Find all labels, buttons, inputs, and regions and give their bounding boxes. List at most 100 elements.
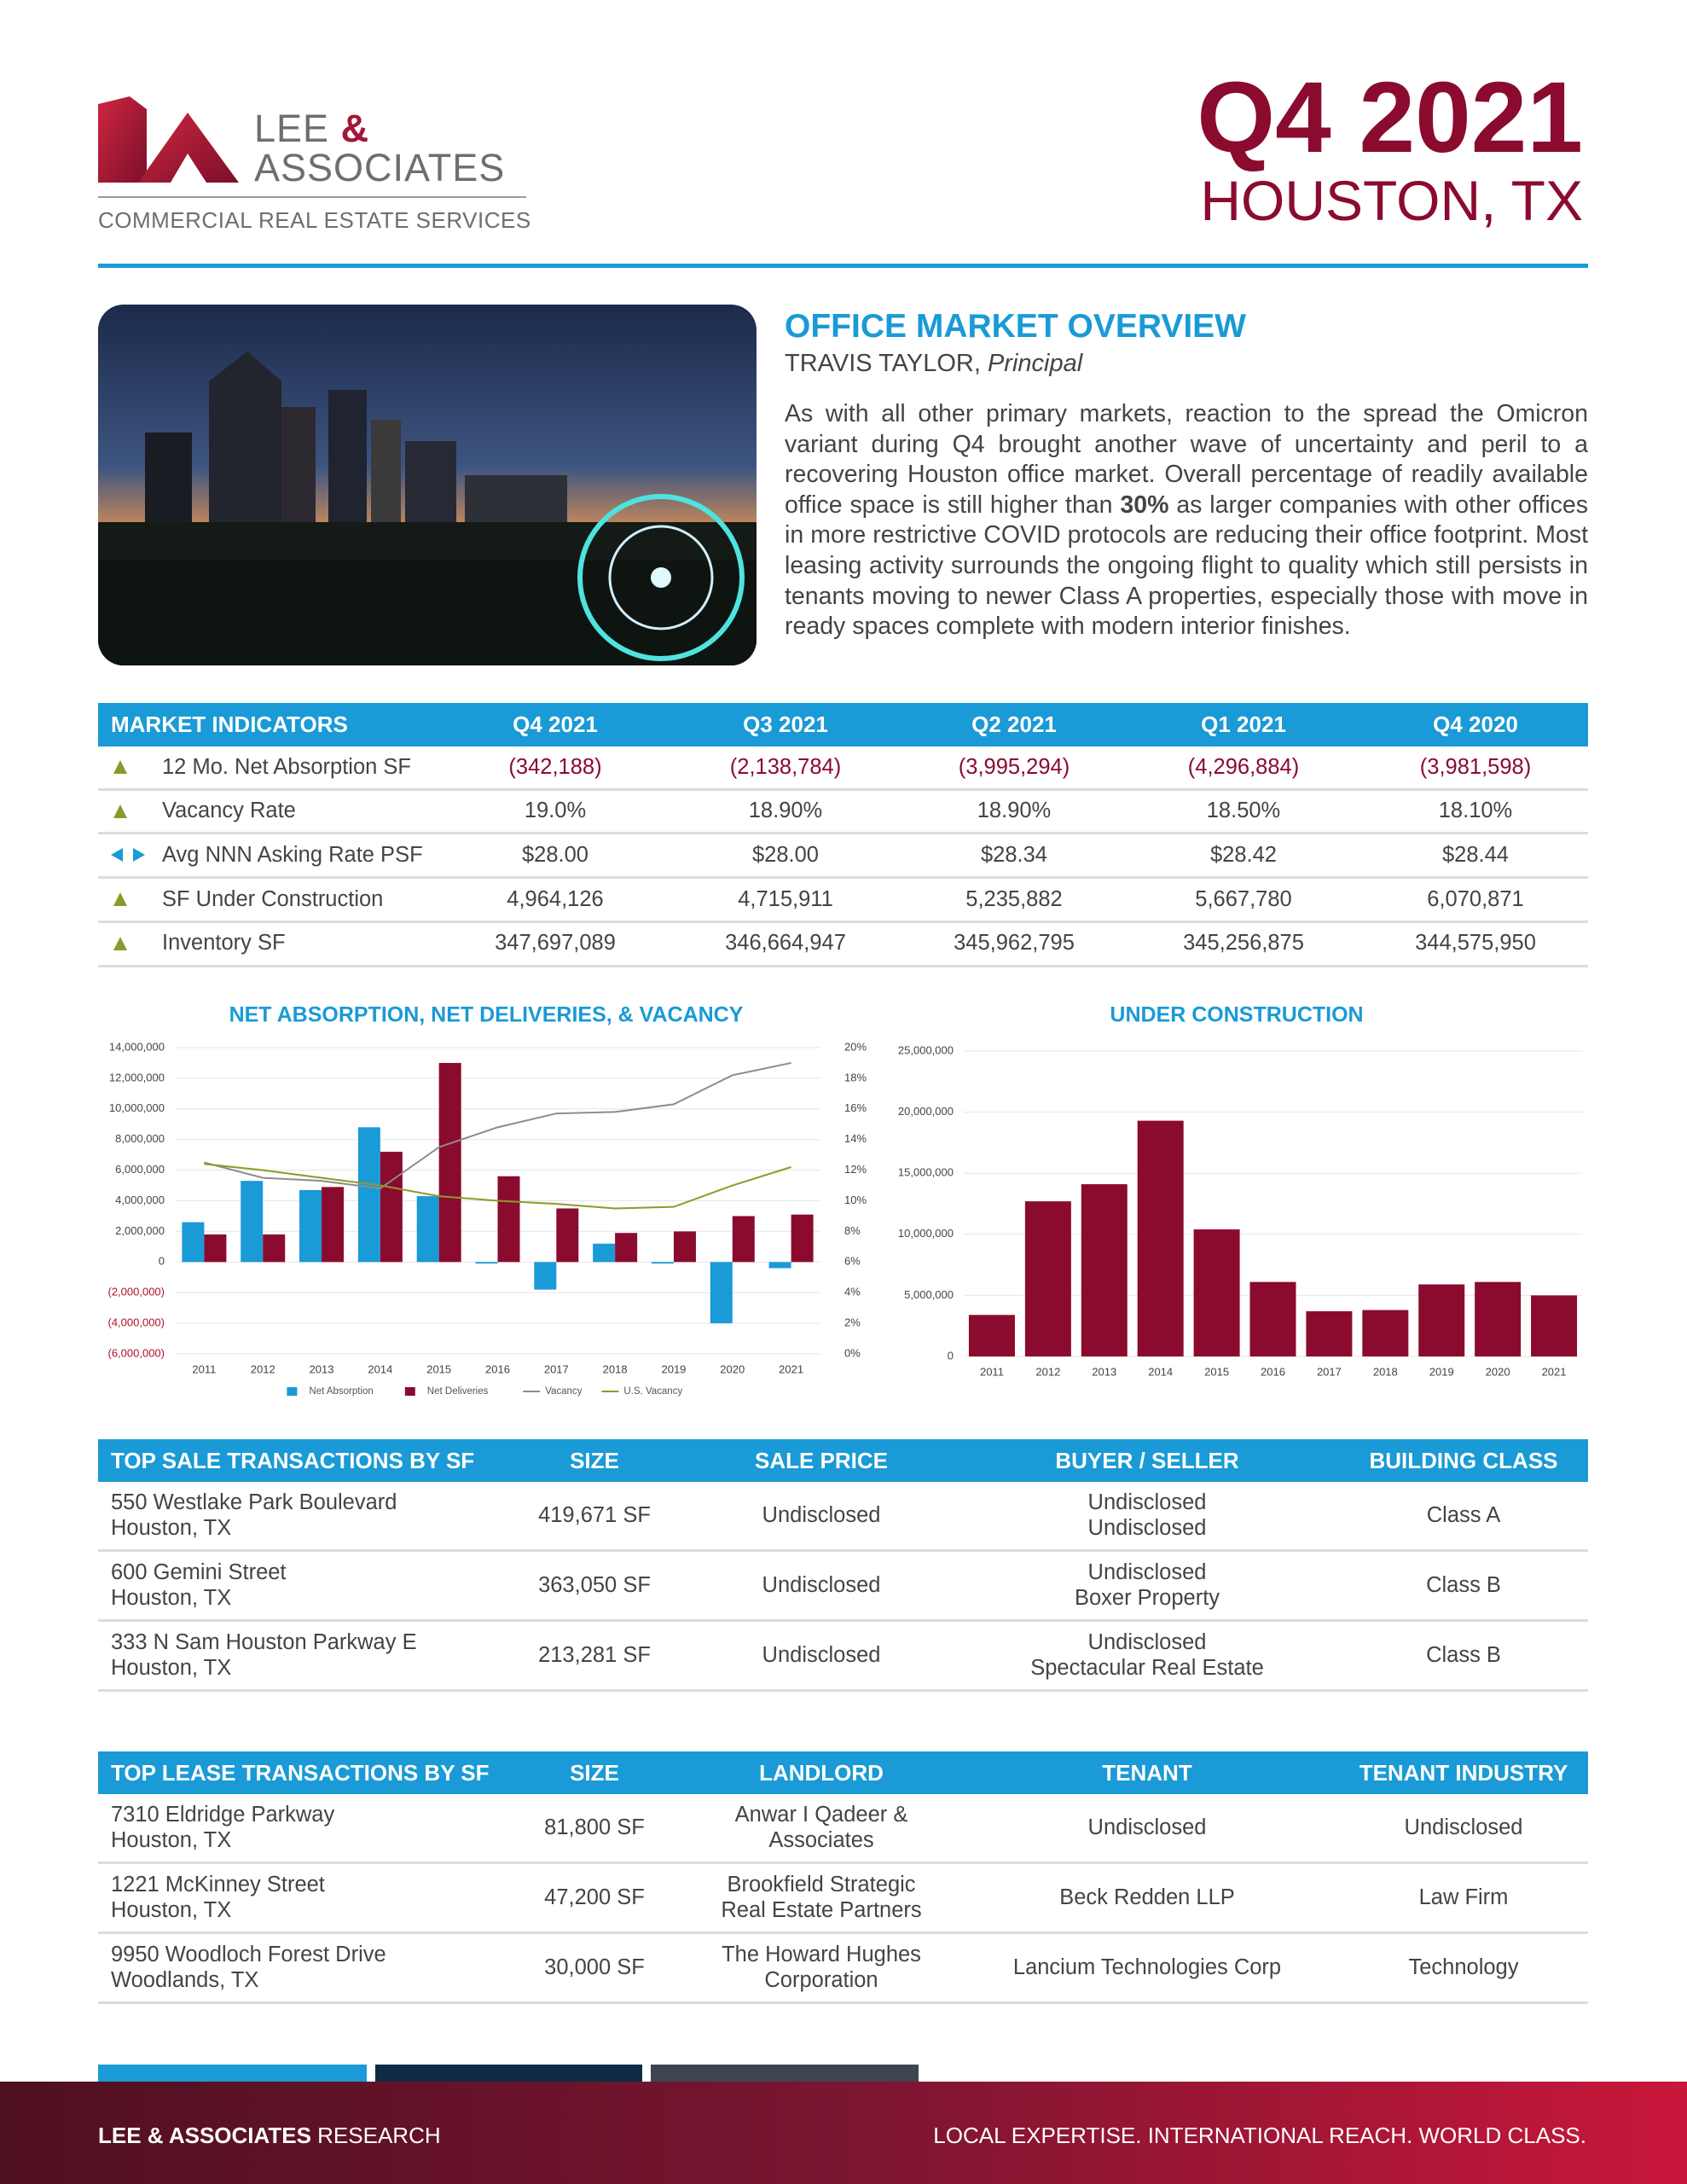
- table-cell: 30,000 SF: [398, 1934, 791, 2001]
- x-tick-label: 2020: [720, 1362, 745, 1375]
- bar: [263, 1234, 286, 1263]
- y-tick-label: 20,000,000: [898, 1105, 954, 1118]
- table-cell: SF Under Construction: [162, 886, 384, 911]
- cell-line: Undisclosed: [1087, 1815, 1207, 1839]
- bar: [673, 1231, 696, 1263]
- cell-line: Undisclosed: [762, 1572, 881, 1597]
- overview-byline: TRAVIS TAYLOR, Principal: [785, 350, 1082, 377]
- table-cell: (3,995,294): [958, 754, 1070, 779]
- cell-line: 363,050 SF: [538, 1572, 651, 1597]
- y-tick-label: 6,000,000: [115, 1163, 165, 1176]
- table-cell: 47,200 SF: [398, 1864, 791, 1931]
- bar: [204, 1234, 227, 1263]
- cell-line: Undisclosed: [762, 1642, 881, 1667]
- bar: [182, 1222, 205, 1263]
- x-tick-label: 2012: [251, 1362, 275, 1375]
- cell-line: Undisclosed: [1087, 1490, 1207, 1514]
- logo-associates: ASSOCIATES: [254, 146, 506, 189]
- y2-tick-label: 2%: [844, 1316, 861, 1329]
- line-series: [204, 1163, 791, 1210]
- bar: [1306, 1311, 1353, 1356]
- footer-brand: LEE & ASSOCIATES RESEARCH: [98, 2123, 441, 2148]
- table-cell: 19.0%: [524, 799, 587, 823]
- table-cell: 345,256,875: [1183, 931, 1304, 956]
- row-separator: [98, 1862, 1588, 1864]
- y-tick-label: 14,000,000: [109, 1040, 165, 1053]
- footer-label: RESEARCH: [317, 2123, 441, 2148]
- x-tick-label: 2016: [1261, 1365, 1285, 1378]
- x-tick-label: 2014: [1148, 1365, 1173, 1378]
- x-tick-label: 2015: [1204, 1365, 1229, 1378]
- logo-text: LEE &: [254, 109, 369, 148]
- cell-line: Houston, TX: [111, 1515, 232, 1540]
- y2-tick-label: 0%: [844, 1346, 861, 1359]
- y-tick-label: 12,000,000: [109, 1071, 165, 1083]
- table-cell: 6,070,871: [1427, 886, 1524, 911]
- cell-line: Lancium Technologies Corp: [1012, 1955, 1282, 1979]
- bar: [1418, 1284, 1465, 1356]
- header-rule: [98, 264, 1588, 268]
- cell-line: Woodlands, TX: [111, 1967, 259, 1992]
- cell-line: 333 N Sam Houston Parkway E: [111, 1630, 417, 1654]
- table-cell: $28.44: [1442, 842, 1509, 867]
- y2-tick-label: 16%: [844, 1101, 867, 1114]
- chart-title: UNDER CONSTRUCTION: [1110, 1003, 1363, 1027]
- table-cell: Lancium Technologies Corp: [951, 1934, 1343, 2001]
- table-cell: The Howard Hughes Corporation: [625, 1934, 1017, 2001]
- y2-tick-label: 8%: [844, 1224, 861, 1237]
- cell-line: Houston, TX: [111, 1897, 232, 1922]
- table-cell: 4,715,911: [738, 886, 833, 911]
- x-tick-label: 2014: [368, 1362, 392, 1375]
- logo-rule: [98, 196, 526, 198]
- table-header-cell: SALE PRICE: [754, 1448, 889, 1473]
- table-cell: 344,575,950: [1415, 931, 1536, 956]
- y-tick-label: 8,000,000: [115, 1132, 165, 1145]
- cell-line: Spectacular Real Estate: [1030, 1655, 1264, 1680]
- cell-line: 47,200 SF: [544, 1885, 645, 1909]
- cell-line: Boxer Property: [1074, 1585, 1220, 1610]
- y-tick-label: 15,000,000: [898, 1166, 954, 1179]
- table-header-cell: Q4 2020: [1433, 712, 1518, 737]
- table-header-bar: [98, 1751, 1588, 1794]
- table-header-cell: BUILDING CLASS: [1369, 1448, 1558, 1473]
- bar: [1193, 1229, 1240, 1356]
- cell-line: 81,800 SF: [544, 1815, 645, 1839]
- y-tick-label: 4,000,000: [115, 1194, 165, 1206]
- cell-line: Beck Redden LLP: [1059, 1885, 1235, 1909]
- row-separator: [98, 1689, 1588, 1692]
- bar: [299, 1189, 322, 1263]
- table-cell: Undisclosed Spectacular Real Estate: [951, 1622, 1343, 1689]
- x-tick-label: 2012: [1035, 1365, 1060, 1378]
- table-cell: 9950 Woodloch Forest Drive Woodlands, TX: [111, 1934, 588, 2001]
- bar: [615, 1233, 638, 1263]
- table-cell: $28.34: [981, 842, 1047, 867]
- body-text: As with all other primary markets, react…: [785, 400, 1588, 519]
- bar: [497, 1176, 520, 1263]
- bar: [416, 1196, 439, 1263]
- cell-line: Class B: [1426, 1642, 1501, 1667]
- cell-line: 419,671 SF: [538, 1502, 651, 1527]
- bar: [710, 1262, 733, 1324]
- cell-line: The Howard Hughes: [722, 1943, 921, 1966]
- x-tick-label: 2013: [1092, 1365, 1116, 1378]
- trend-icon: [113, 936, 127, 950]
- x-tick-label: 2017: [544, 1362, 569, 1375]
- y-tick-label: 10,000,000: [109, 1101, 165, 1114]
- x-tick-label: 2018: [603, 1362, 628, 1375]
- y2-tick-label: 6%: [844, 1255, 861, 1268]
- trend-icon: [113, 804, 127, 818]
- legend-label: Vacancy: [545, 1386, 583, 1397]
- y-tick-label: 2,000,000: [115, 1224, 165, 1237]
- accent-bar: [651, 2065, 919, 2082]
- author: TRAVIS TAYLOR,: [785, 350, 981, 377]
- row-separator: [98, 1549, 1588, 1552]
- logo-amp: &: [340, 107, 370, 150]
- y2-tick-label: 12%: [844, 1163, 867, 1176]
- footer-band: [0, 2082, 1687, 2184]
- bar: [1024, 1201, 1071, 1356]
- table-cell: Beck Redden LLP: [951, 1864, 1343, 1931]
- row-separator: [98, 1931, 1588, 1934]
- table-cell: Anwar I Qadeer & Associates: [625, 1794, 1017, 1862]
- logo-mark: [98, 96, 239, 183]
- bar: [1081, 1184, 1128, 1356]
